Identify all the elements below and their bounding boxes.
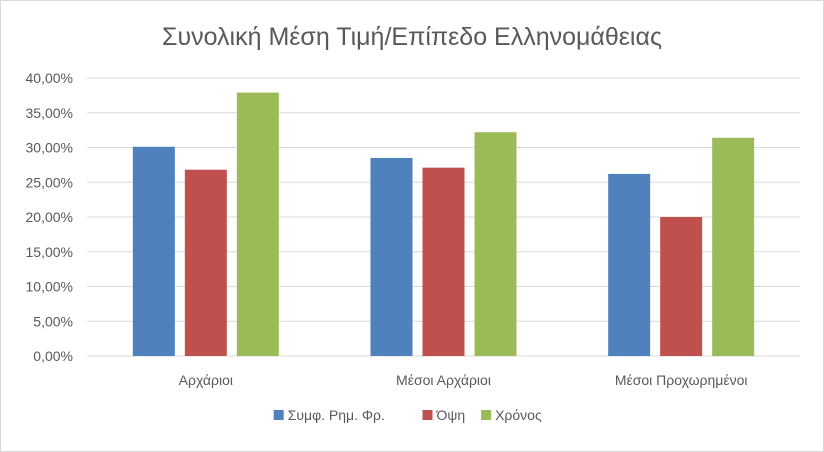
bar <box>370 157 413 356</box>
bar <box>608 173 651 356</box>
bars <box>132 92 755 356</box>
legend-swatch <box>273 410 284 420</box>
bar <box>422 167 465 356</box>
legend: Συμφ. Ρημ. Φρ. Όψη Χρόνος <box>273 407 542 423</box>
legend-label: Συμφ. Ρημ. Φρ. <box>288 407 385 423</box>
y-tick-label: 10,00% <box>26 279 73 295</box>
y-tick-label: 30,00% <box>26 140 73 156</box>
chart-title: Συνολική Μέση Τιμή/Επίπεδο Ελληνομάθειας <box>162 23 662 51</box>
legend-label: Όψη <box>436 407 466 423</box>
bar <box>132 146 175 356</box>
y-tick-label: 20,00% <box>26 209 73 225</box>
category-label: Μέσοι Αρχάριοι <box>396 372 491 388</box>
legend-swatch <box>481 410 492 420</box>
y-tick-label: 15,00% <box>26 244 73 260</box>
bar <box>236 92 279 356</box>
bar <box>474 132 517 356</box>
category-label: Αρχάριοι <box>179 372 233 388</box>
bar <box>184 169 227 356</box>
legend-label: Χρόνος <box>495 407 542 423</box>
bar <box>660 217 703 356</box>
bar <box>712 137 755 356</box>
y-tick-label: 35,00% <box>26 105 73 121</box>
y-tick-label: 0,00% <box>33 348 73 364</box>
x-axis-categories: Αρχάριοι Μέσοι Αρχάριοι Μέσοι Προχωρημένοι <box>179 372 748 388</box>
category-label: Μέσοι Προχωρημένοι <box>615 372 748 388</box>
y-tick-label: 25,00% <box>26 174 73 190</box>
y-tick-label: 40,00% <box>26 70 73 86</box>
y-axis-ticks: 0,00% 5,00% 10,00% 15,00% 20,00% 25,00% 30,00%… <box>26 70 73 364</box>
legend-swatch <box>422 410 433 420</box>
y-tick-label: 5,00% <box>33 313 73 329</box>
